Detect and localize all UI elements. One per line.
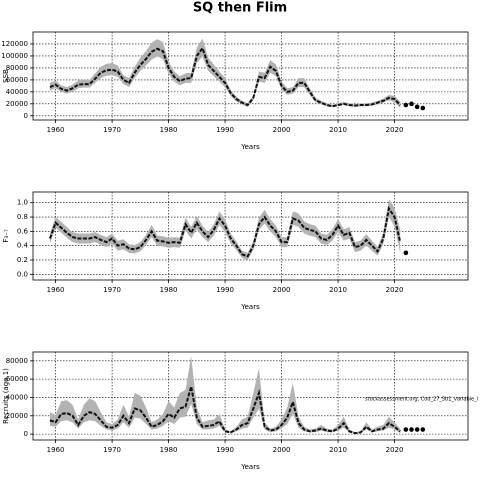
y-tick-label: 0 xyxy=(24,430,28,438)
forecast-point xyxy=(414,427,420,432)
y-tick-label: 120000 xyxy=(1,40,28,48)
forecast-point xyxy=(409,427,414,432)
x-tick-label: 1960 xyxy=(47,446,65,454)
y-tick-label: 0.2 xyxy=(17,256,28,264)
x-tick-label: 1990 xyxy=(216,446,234,454)
forecast-point xyxy=(403,102,409,108)
y-tick-label: 20000 xyxy=(6,412,28,420)
y-tick-label: 60000 xyxy=(6,375,28,383)
forecast-point xyxy=(409,101,414,107)
x-axis-label: Years xyxy=(240,463,260,471)
x-tick-label: 2010 xyxy=(329,126,347,134)
y-tick-label: 40000 xyxy=(6,88,28,96)
y-tick-label: 80000 xyxy=(6,64,28,72)
annotation: stockassessment.org, Cod_27_5b1_variable… xyxy=(365,397,478,403)
x-tick-label: 1970 xyxy=(103,446,121,454)
x-tick-label: 2000 xyxy=(273,446,291,454)
x-axis-label: Years xyxy=(240,143,260,151)
y-axis-label: Recruits (age 1) xyxy=(2,368,10,424)
x-tick-label: 2000 xyxy=(273,286,291,294)
x-tick-label: 1960 xyxy=(47,126,65,134)
y-tick-label: 0.0 xyxy=(17,270,28,278)
y-tick-label: 40000 xyxy=(6,393,28,401)
confidence-band xyxy=(49,199,401,260)
x-tick-label: 1960 xyxy=(47,286,65,294)
series-line xyxy=(49,46,401,108)
y-tick-label: 80000 xyxy=(6,357,28,365)
x-tick-label: 2000 xyxy=(273,126,291,134)
x-tick-label: 1980 xyxy=(160,286,178,294)
x-tick-label: 2010 xyxy=(329,446,347,454)
x-axis-label: Years xyxy=(240,303,260,311)
plot-frame xyxy=(32,191,469,281)
x-tick-label: 1980 xyxy=(160,126,178,134)
y-axis-label: SSB xyxy=(2,69,10,83)
forecast-point xyxy=(414,104,420,110)
x-tick-label: 1990 xyxy=(216,126,234,134)
plot-frame xyxy=(32,351,469,441)
confidence-band xyxy=(49,356,401,434)
plot-frame xyxy=(32,31,469,121)
y-tick-label: 20000 xyxy=(6,100,28,108)
x-tick-label: 1970 xyxy=(103,286,121,294)
y-tick-label: 0.6 xyxy=(17,227,29,235)
x-tick-label: 2020 xyxy=(386,126,404,134)
y-tick-label: 0.4 xyxy=(17,242,29,250)
x-tick-label: 1990 xyxy=(216,286,234,294)
y-tick-label: 100000 xyxy=(1,52,28,60)
y-tick-label: 60000 xyxy=(6,76,28,84)
x-tick-label: 1980 xyxy=(160,446,178,454)
y-tick-label: 1.0 xyxy=(17,199,28,207)
forecast-point xyxy=(420,427,426,432)
y-tick-label: 0.8 xyxy=(17,213,28,221)
forecast-point xyxy=(420,105,426,111)
forecast-point xyxy=(403,427,409,432)
y-tick-label: 0 xyxy=(24,112,28,120)
confidence-band xyxy=(49,38,401,109)
series-line xyxy=(49,205,402,258)
x-tick-label: 2020 xyxy=(386,446,404,454)
x-tick-label: 1970 xyxy=(103,126,121,134)
x-tick-label: 2020 xyxy=(386,286,404,294)
forecast-point xyxy=(403,250,409,256)
x-tick-label: 2010 xyxy=(329,286,347,294)
chart-title: SQ then Flim xyxy=(193,1,287,16)
y-axis-label: F₃₋₇ xyxy=(2,229,10,243)
